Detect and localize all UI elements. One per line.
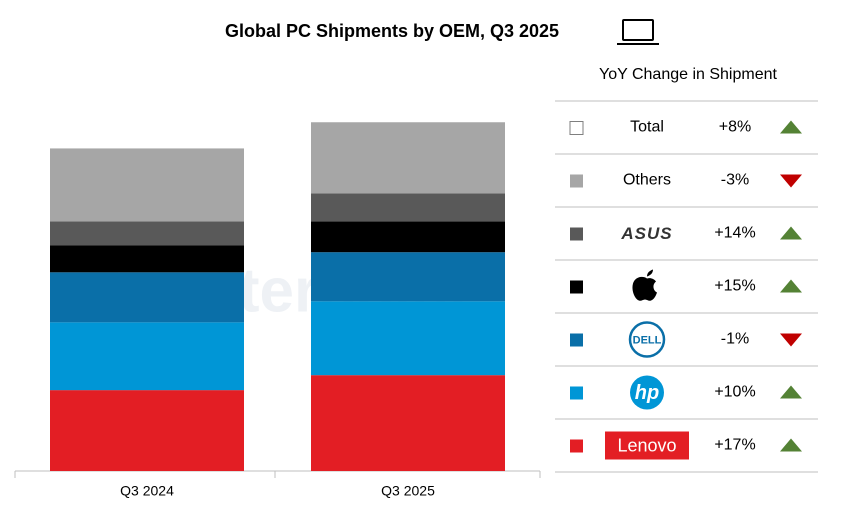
lenovo-logo-bg (605, 431, 689, 460)
bar-segment (311, 301, 505, 376)
trend-arrow (780, 333, 802, 347)
x-tick-label: Q3 2024 (120, 483, 174, 499)
legend-swatch (570, 174, 583, 188)
bar-segment (311, 193, 505, 222)
yoy-change: +17% (714, 437, 755, 454)
legend-swatch (570, 280, 583, 294)
legend-label: ASUS (620, 224, 672, 243)
bar-segment (311, 252, 505, 302)
yoy-change: +15% (714, 278, 755, 295)
trend-arrow (780, 174, 802, 188)
bar-segment (50, 245, 244, 273)
bar-segment (311, 122, 505, 194)
yoy-change: -1% (721, 331, 749, 348)
legend-title: YoY Change in Shipment (599, 66, 777, 83)
bar-segment (311, 221, 505, 253)
legend-swatch (570, 227, 583, 241)
trend-arrow (780, 385, 802, 399)
yoy-change: -3% (721, 172, 749, 189)
bar-segment (50, 390, 244, 471)
bar-segment (50, 272, 244, 323)
trend-arrow (780, 279, 802, 293)
yoy-change: +14% (714, 225, 755, 242)
bar-segment (50, 221, 244, 246)
laptop-icon (617, 19, 659, 45)
bar-segment (50, 322, 244, 391)
yoy-change: +8% (719, 119, 751, 136)
dell-logo-ring (628, 321, 666, 358)
bar-segment (311, 375, 505, 471)
legend-swatch (569, 121, 584, 135)
trend-arrow (780, 120, 802, 134)
legend-swatch (570, 439, 583, 453)
yoy-change: +10% (714, 384, 755, 401)
x-tick-label: Q3 2025 (381, 483, 435, 499)
legend-swatch (570, 333, 583, 347)
legend-swatch (570, 386, 583, 400)
hp-logo-bg (630, 375, 664, 410)
apple-logo (632, 269, 657, 301)
trend-arrow (780, 226, 802, 240)
legend-label: Lenovo (617, 435, 676, 455)
chart-title: Global PC Shipments by OEM, Q3 2025 (225, 21, 559, 41)
legend-label: DELL (633, 334, 662, 346)
legend-label: hp (635, 382, 659, 404)
legend-label: Total (630, 119, 664, 136)
legend-label: Others (623, 172, 671, 189)
trend-arrow (780, 438, 802, 452)
bar-segment (50, 148, 244, 222)
